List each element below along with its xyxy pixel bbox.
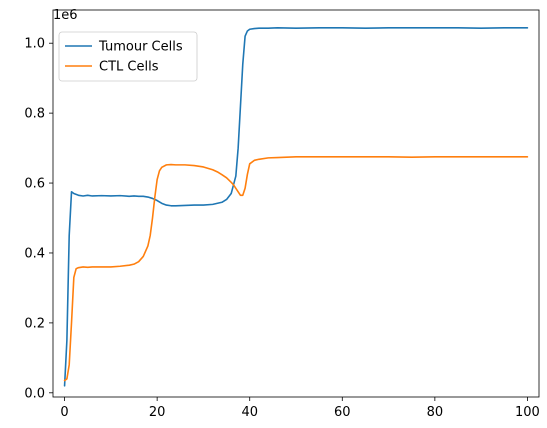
x-tick-label: 80: [427, 405, 444, 420]
y-axis: 0.0 0.2 0.4 0.6 0.8 1.0: [24, 37, 53, 402]
y-axis-offset-label: 1e6: [53, 8, 78, 23]
legend-label-ctl-cells: CTL Cells: [99, 60, 159, 75]
x-tick-label: 40: [241, 405, 258, 420]
x-tick-label: 60: [334, 405, 351, 420]
legend-label-tumour-cells: Tumour Cells: [98, 40, 183, 55]
y-tick-label: 0.4: [24, 246, 45, 261]
y-tick-label: 1.0: [24, 37, 45, 52]
y-tick-label: 0.6: [24, 177, 45, 192]
x-tick-label: 20: [149, 405, 166, 420]
y-tick-label: 0.8: [24, 107, 45, 122]
x-axis: 0 20 40 60 80 100: [60, 397, 539, 420]
x-tick-label: 100: [515, 405, 540, 420]
legend: Tumour Cells CTL Cells: [59, 32, 197, 81]
y-tick-label: 0.0: [24, 386, 45, 401]
x-tick-label: 0: [60, 405, 68, 420]
y-tick-label: 0.2: [24, 316, 45, 331]
